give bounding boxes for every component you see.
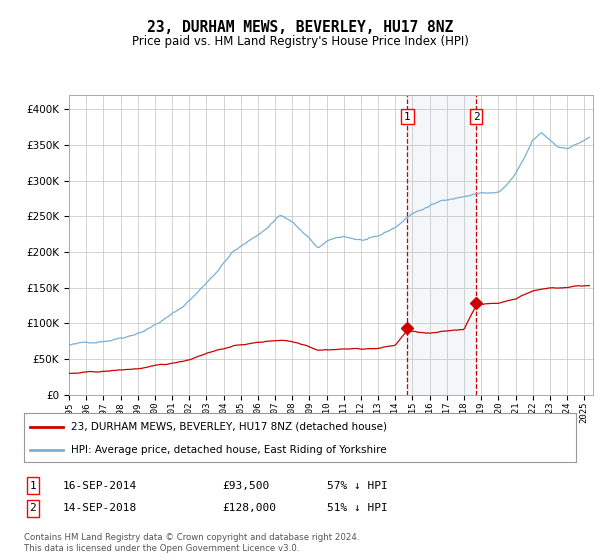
Text: £128,000: £128,000 — [222, 503, 276, 514]
Text: HPI: Average price, detached house, East Riding of Yorkshire: HPI: Average price, detached house, East… — [71, 445, 386, 455]
Text: £93,500: £93,500 — [222, 480, 269, 491]
Text: 1: 1 — [404, 111, 411, 122]
Text: 2: 2 — [29, 503, 37, 514]
Text: 14-SEP-2018: 14-SEP-2018 — [63, 503, 137, 514]
Bar — [407, 95, 476, 395]
Text: Contains HM Land Registry data © Crown copyright and database right 2024.
This d: Contains HM Land Registry data © Crown c… — [24, 533, 359, 553]
Text: 57% ↓ HPI: 57% ↓ HPI — [327, 480, 388, 491]
Text: 16-SEP-2014: 16-SEP-2014 — [63, 480, 137, 491]
Text: 2: 2 — [473, 111, 479, 122]
Text: 51% ↓ HPI: 51% ↓ HPI — [327, 503, 388, 514]
Text: Price paid vs. HM Land Registry's House Price Index (HPI): Price paid vs. HM Land Registry's House … — [131, 35, 469, 48]
Text: 23, DURHAM MEWS, BEVERLEY, HU17 8NZ: 23, DURHAM MEWS, BEVERLEY, HU17 8NZ — [147, 20, 453, 35]
Text: 1: 1 — [29, 480, 37, 491]
Text: 23, DURHAM MEWS, BEVERLEY, HU17 8NZ (detached house): 23, DURHAM MEWS, BEVERLEY, HU17 8NZ (det… — [71, 422, 387, 432]
